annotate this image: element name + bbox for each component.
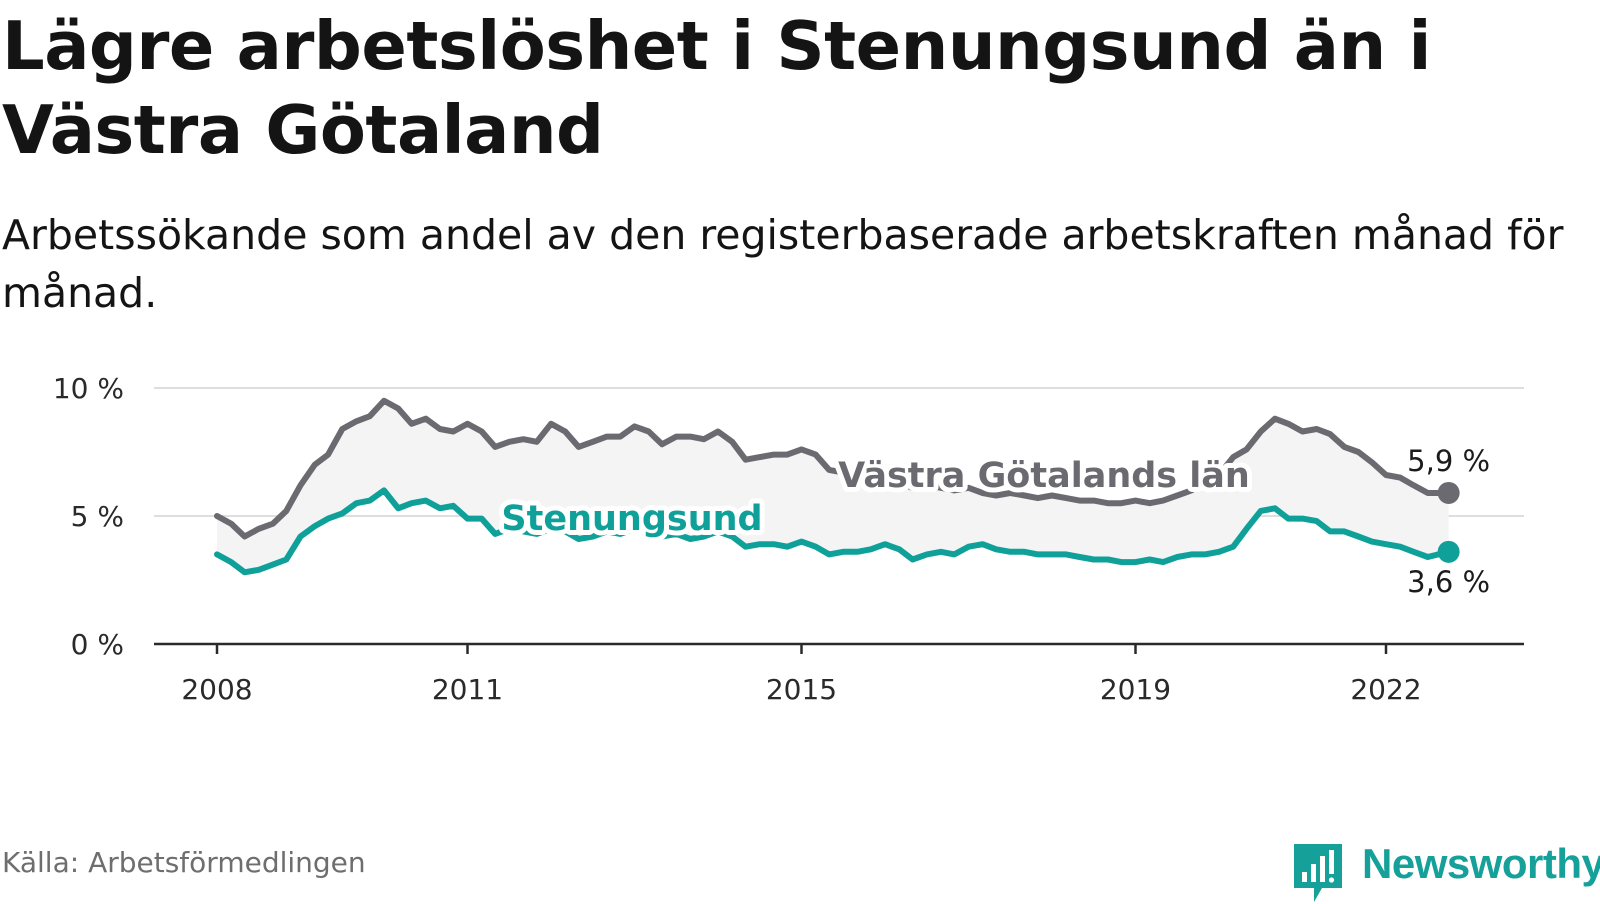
axes: 0 % 5 % 10 % 2008 2011 2015 2019 2022 — [53, 372, 1524, 706]
y-tick-label: 0 % — [71, 628, 124, 661]
y-tick-label: 10 % — [53, 372, 124, 405]
x-tick-label: 2019 — [1100, 673, 1171, 706]
logo-wordmark: Newsworthy — [1362, 840, 1600, 887]
stenungsund-label: Stenungsund — [501, 499, 762, 539]
stenungsund-end-marker — [1437, 540, 1460, 563]
x-tick-label: 2022 — [1350, 673, 1421, 706]
chart-subtitle: Arbetssökande som andel av den registerb… — [2, 211, 1564, 317]
page-title: Lägre arbetslöshet i Stenungsund än i Vä… — [2, 7, 1431, 169]
x-tick-label: 2011 — [432, 673, 503, 706]
vastra-gotaland-label: Västra Götalands län — [838, 456, 1250, 496]
vastra-gotaland-end-marker — [1437, 481, 1460, 504]
y-tick-label: 5 % — [71, 500, 124, 533]
source-note: Källa: Arbetsförmedlingen — [2, 846, 366, 879]
vastra-gotaland-line — [214, 397, 1452, 540]
x-tick-label: 2015 — [766, 673, 837, 706]
stenungsund-line — [214, 487, 1452, 576]
bar-chart-logo-icon — [1294, 844, 1342, 902]
vastra-gotaland-end-label: 5,9 % — [1407, 444, 1490, 478]
stenungsund-end-label: 3,6 % — [1407, 565, 1490, 599]
x-tick-label: 2008 — [181, 673, 252, 706]
data-labels: 5,9 % 3,6 % Västra Götalands län Stenungsun… — [496, 444, 1490, 599]
series-lines — [214, 397, 1460, 576]
